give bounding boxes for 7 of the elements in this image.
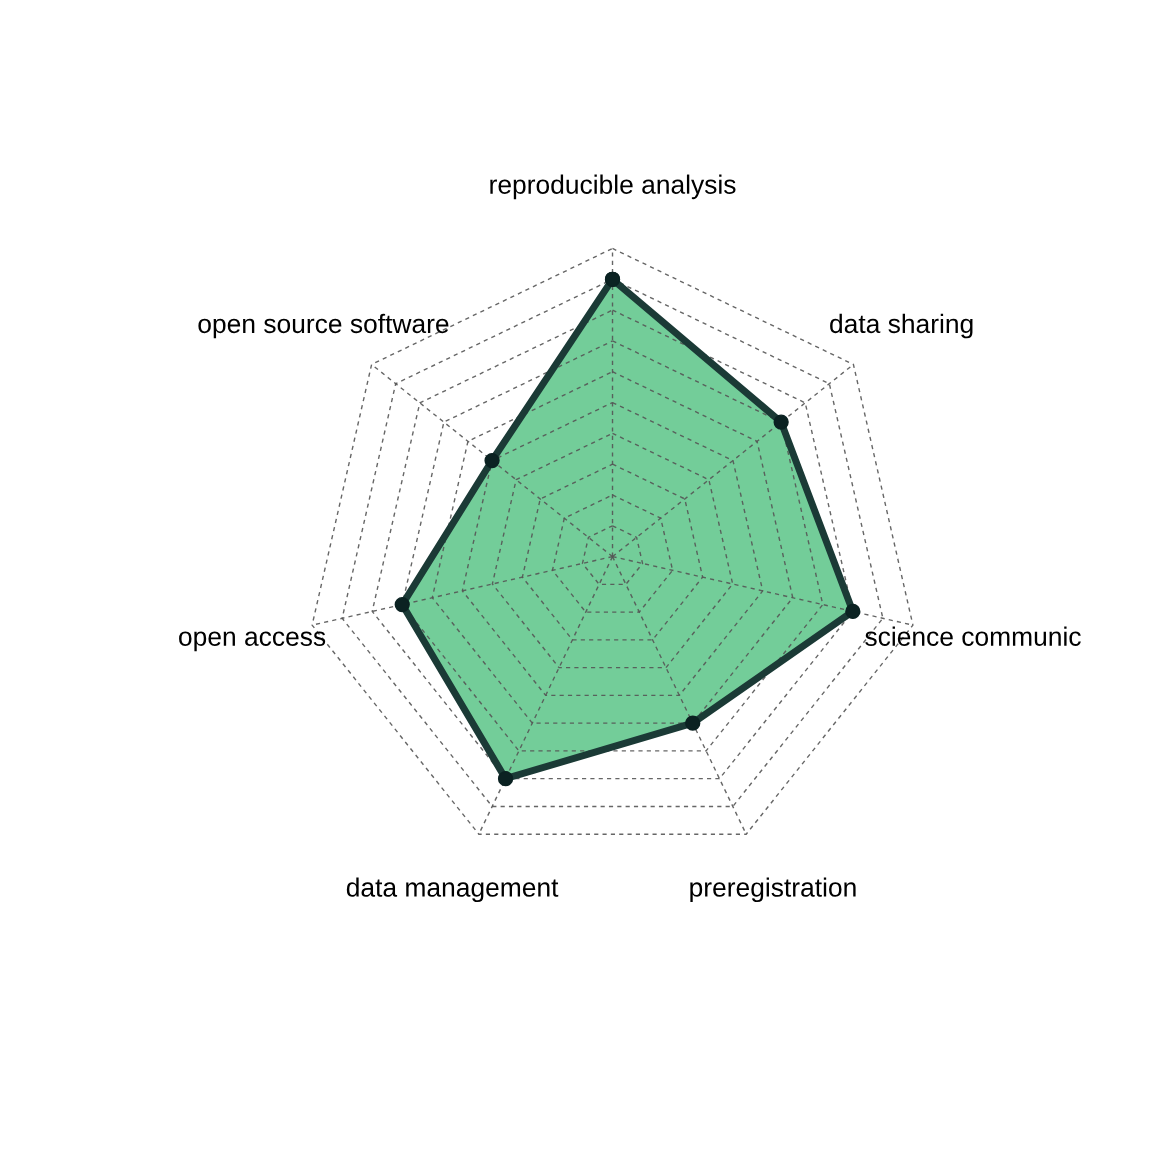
spoke-label: data management bbox=[346, 877, 559, 903]
spoke-label: open access bbox=[179, 631, 326, 652]
spoke-label: data sharing bbox=[830, 313, 973, 339]
spoke-label: science communic bbox=[865, 626, 1081, 646]
spoke-label: preregistration bbox=[690, 877, 856, 903]
spoke-label: reproducible analysis bbox=[490, 174, 736, 200]
spoke-label: open source software bbox=[198, 313, 449, 339]
